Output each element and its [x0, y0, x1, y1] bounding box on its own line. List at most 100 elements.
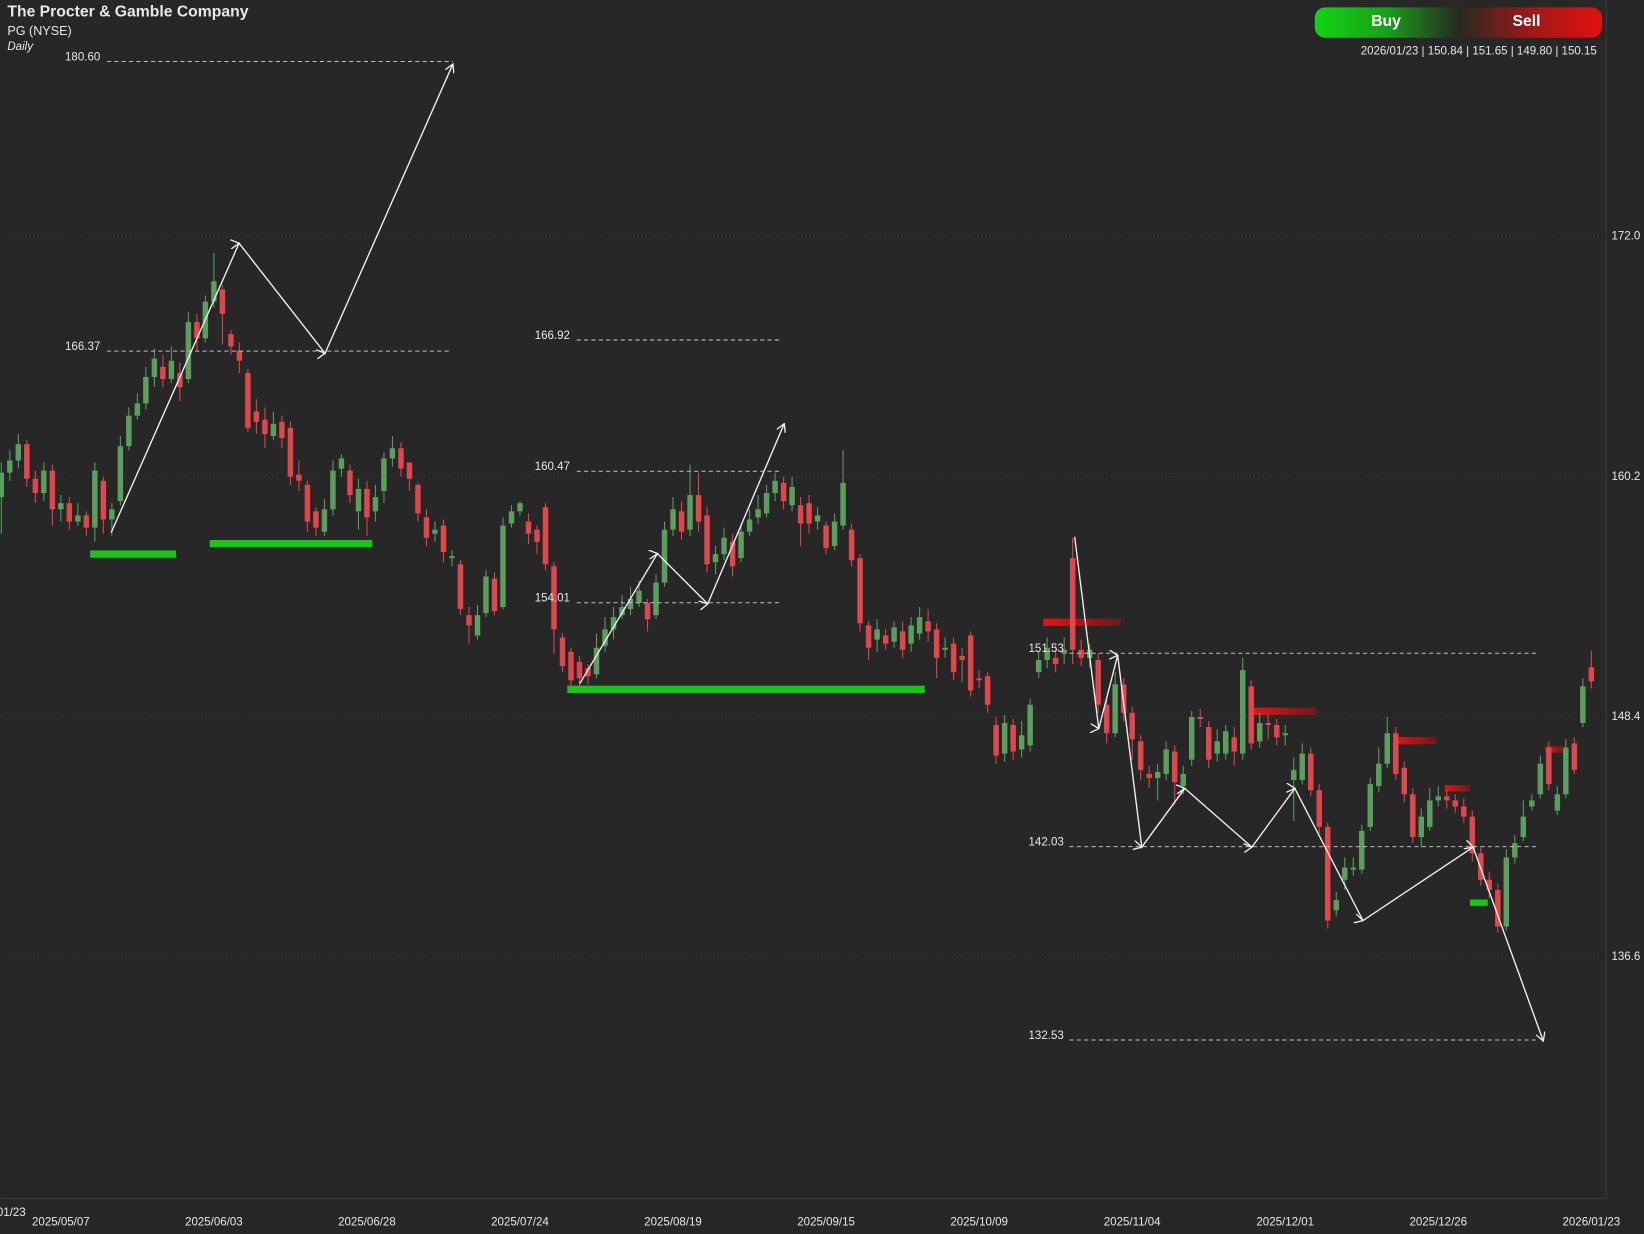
candle-body — [746, 519, 753, 532]
candle-body — [83, 515, 90, 528]
candle-body — [984, 676, 991, 705]
candle-body — [908, 625, 914, 644]
candle-body — [542, 507, 549, 565]
candle-body — [109, 509, 115, 520]
candle-body — [1418, 816, 1425, 838]
candle-body — [1588, 667, 1595, 682]
partial-date-label: 01/23 — [0, 1207, 26, 1219]
candle-body — [211, 281, 217, 302]
candle-body — [440, 525, 447, 553]
candle-body — [15, 444, 22, 461]
candle-body — [1384, 733, 1390, 764]
level-label: 166.92 — [535, 330, 570, 342]
resistance-zone — [1444, 785, 1470, 792]
candle-body — [704, 515, 710, 565]
resistance-zone — [1393, 737, 1437, 745]
candle-body — [1452, 800, 1459, 807]
candle-body — [1367, 784, 1373, 827]
candle-body — [627, 598, 634, 610]
y-tick-label: 172.0 — [1611, 231, 1640, 243]
candle-body — [1274, 725, 1280, 738]
candle-body — [823, 525, 829, 548]
candle-body — [398, 448, 404, 469]
candle-body — [1376, 763, 1382, 787]
candle-body — [891, 627, 897, 642]
candle-body — [415, 484, 421, 514]
resistance-zone — [1253, 707, 1317, 716]
projection-path — [579, 424, 784, 684]
candle-body — [1154, 771, 1161, 779]
candle-body — [1342, 867, 1348, 880]
candle-body — [806, 503, 812, 524]
candle-body — [134, 403, 141, 416]
candle-body — [848, 529, 855, 561]
candle-body — [1163, 749, 1169, 774]
resistance-zone — [1545, 746, 1565, 753]
level-label: 180.60 — [65, 51, 100, 63]
candle-body — [712, 554, 719, 563]
candle-body — [194, 322, 200, 339]
candle-body — [287, 427, 294, 477]
candle-body — [372, 497, 379, 512]
sell-label[interactable]: Sell — [1513, 13, 1541, 30]
interval: Daily — [7, 41, 34, 53]
sell-button[interactable]: Sell — [1458, 7, 1602, 37]
candle-body — [41, 470, 47, 494]
buy-button[interactable]: Buy — [1315, 7, 1459, 37]
candle-body — [1103, 704, 1110, 734]
candle-body — [185, 322, 192, 380]
candle-body — [1554, 794, 1561, 811]
candle-body — [559, 637, 566, 667]
candle-body — [432, 529, 438, 534]
x-tick-label: 2025/12/01 — [1256, 1217, 1314, 1229]
candle-body — [1078, 649, 1084, 658]
y-tick-label: 148.4 — [1611, 711, 1640, 723]
candle-body — [236, 350, 243, 361]
candle-body — [687, 495, 693, 530]
resistance-zone — [1043, 618, 1121, 626]
candle-body — [967, 635, 974, 691]
x-tick-label: 2025/09/15 — [797, 1217, 855, 1229]
candle-body — [355, 488, 362, 512]
y-tick-label: 136.6 — [1611, 951, 1640, 963]
candle-body — [738, 531, 744, 559]
candle-body — [1129, 712, 1135, 740]
candle-body — [474, 615, 481, 636]
candle-body — [1052, 657, 1059, 665]
buy-label[interactable]: Buy — [1371, 13, 1401, 30]
candle-body — [1393, 733, 1399, 774]
candle-body — [491, 578, 498, 612]
x-tick-label: 2025/05/07 — [32, 1217, 90, 1229]
candle-body — [814, 515, 821, 522]
candle-body — [66, 503, 73, 522]
candle-body — [585, 668, 591, 677]
candle-body — [525, 521, 532, 534]
candle-body — [1137, 741, 1144, 770]
candle-body — [270, 423, 277, 437]
candle-body — [1205, 727, 1212, 760]
candle-body — [1571, 743, 1578, 770]
candle-body — [1214, 741, 1220, 754]
candle-body — [1035, 659, 1042, 673]
candle-body — [568, 651, 574, 681]
candle-body — [1325, 826, 1331, 921]
candle-body — [1546, 747, 1552, 785]
candle-body — [789, 486, 795, 506]
candle-body — [950, 643, 957, 673]
candle-body — [1069, 558, 1076, 650]
candle-body — [381, 458, 387, 491]
candle-body — [1529, 800, 1535, 807]
candle-body — [228, 334, 234, 347]
candle-body — [406, 462, 413, 479]
candle-body — [338, 458, 345, 469]
candle-body — [126, 415, 132, 447]
candle-body — [1563, 747, 1569, 795]
candle-body — [32, 478, 39, 494]
candle-body — [347, 470, 353, 496]
support-zone — [567, 685, 925, 694]
candle-body — [1520, 816, 1527, 838]
support-zone — [90, 550, 177, 558]
projection-path — [1073, 536, 1544, 1041]
candle-body — [644, 602, 651, 620]
